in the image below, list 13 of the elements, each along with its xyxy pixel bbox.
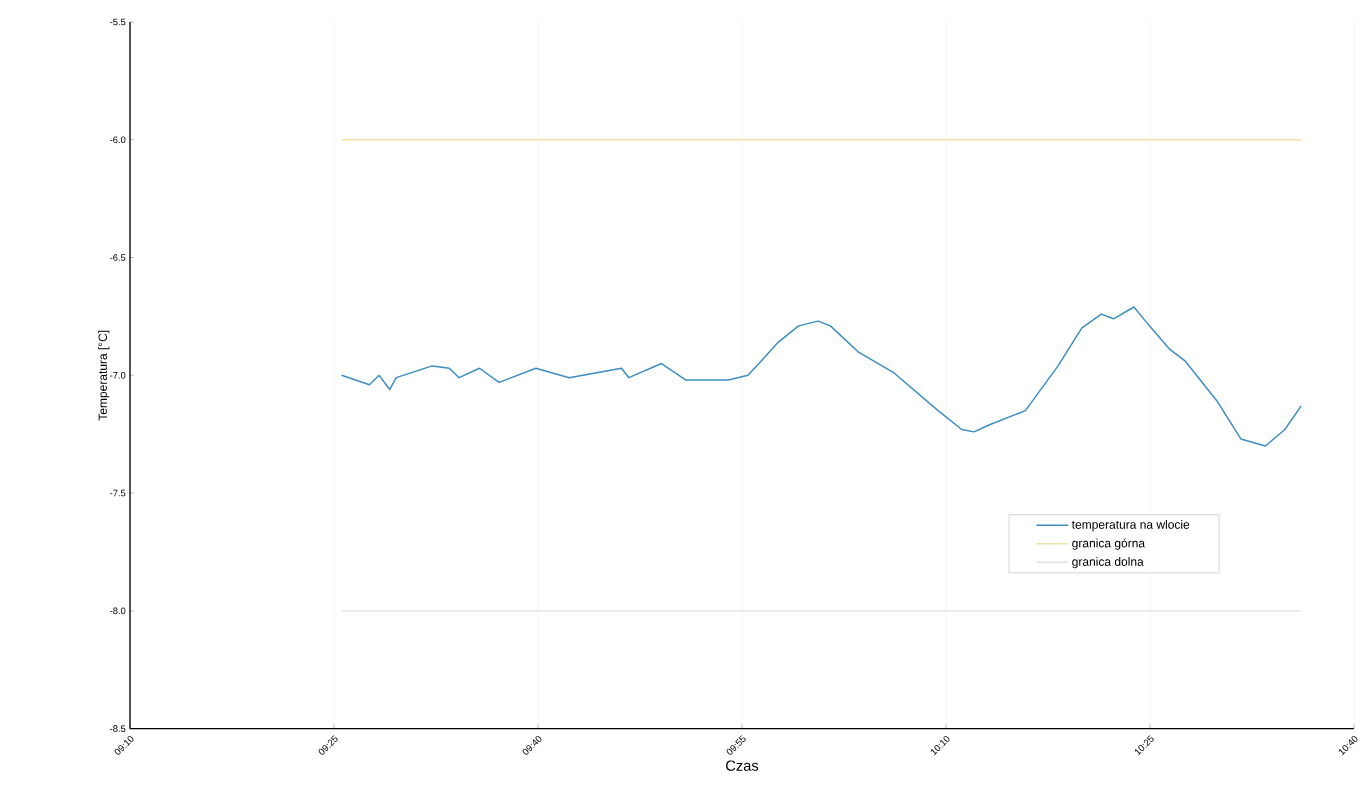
y-tick-label: -8.0 — [110, 607, 126, 615]
legend-label: granica górna — [1072, 538, 1146, 550]
y-tick-label: -5.5 — [110, 18, 126, 26]
legend-label: granica dolna — [1072, 557, 1144, 569]
y-tick-label: -7.5 — [110, 489, 126, 497]
y-axis-title: Temperatura [°C] — [98, 330, 110, 421]
y-tick-label: -6.0 — [110, 136, 126, 144]
line-series — [340, 306, 1302, 447]
legend-label: temperatura na wlocie — [1071, 519, 1190, 532]
y-tick-label: -7.0 — [110, 372, 126, 379]
y-tick-label: -6.5 — [110, 254, 126, 261]
x-axis-title: Czas — [726, 760, 759, 771]
y-tick-label: -8.5 — [110, 725, 126, 732]
